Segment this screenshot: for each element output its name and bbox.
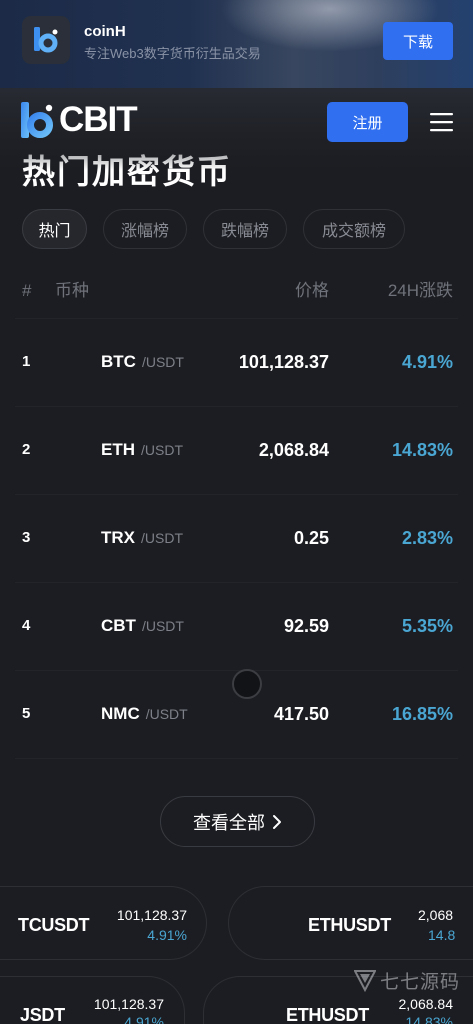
row-change: 4.91%	[401, 352, 453, 372]
cbit-logo-icon	[21, 102, 53, 138]
row-rank: 5	[22, 705, 31, 722]
hamburger-menu-icon[interactable]	[430, 112, 453, 132]
chevron-right-icon	[273, 814, 281, 829]
ticker-change: 14.8	[428, 927, 456, 943]
download-button[interactable]: 下载	[383, 22, 453, 60]
ticker-price: 101,128.37	[93, 996, 164, 1012]
table-row[interactable]: 3 TRX/USDT 0.25 2.83%	[0, 494, 473, 582]
ticker-pair: ETHUSDT	[286, 1005, 369, 1024]
row-change: 5.35%	[401, 616, 453, 636]
app-tagline: 专注Web3数字货币衍生品交易	[84, 46, 261, 61]
register-button[interactable]: 注册	[327, 102, 408, 142]
column-price: 价格	[295, 281, 329, 300]
row-price: 101,128.37	[238, 352, 329, 372]
ticker-card[interactable]: JSDT 101,128.37 4.91%	[0, 976, 185, 1024]
row-coin: BTC/USDT	[101, 351, 184, 374]
column-coin: 币种	[55, 281, 89, 300]
logo-text: CBIT	[59, 100, 138, 139]
row-rank: 2	[22, 441, 31, 458]
row-rank: 3	[22, 529, 31, 546]
app-download-banner: coinH 专注Web3数字货币衍生品交易 下载	[0, 0, 473, 88]
ticker-change: 4.91%	[147, 927, 187, 943]
row-coin: NMC/USDT	[101, 703, 188, 726]
row-coin: TRX/USDT	[101, 527, 183, 550]
ticker-price: 2,068.84	[398, 996, 454, 1012]
view-all-button[interactable]: 查看全部	[160, 796, 315, 847]
tab-hot[interactable]: 热门	[22, 209, 87, 249]
ticker-card[interactable]: ETHUSDT 2,068 14.8	[228, 886, 473, 960]
tab-volume[interactable]: 成交额榜	[303, 209, 405, 249]
watermark-text: 七七源码	[380, 971, 461, 993]
ticker-price: 101,128.37	[116, 907, 187, 923]
coin-symbol: BTC	[101, 352, 136, 371]
ticker-change: 14.83%	[405, 1014, 453, 1024]
row-price: 417.50	[273, 704, 329, 724]
ticker-price: 2,068	[418, 907, 454, 923]
ticker-card[interactable]: ETHUSDT 2,068.84 14.83%	[203, 976, 473, 1024]
table-row[interactable]: 1 BTC/USDT 101,128.37 4.91%	[0, 318, 473, 406]
row-price: 92.59	[283, 616, 329, 636]
row-coin: CBT/USDT	[101, 615, 184, 638]
ticker-pair: ETHUSDT	[308, 915, 391, 935]
quote-currency: /USDT	[141, 442, 183, 458]
table-header: # 币种 价格 24H涨跌	[0, 272, 473, 310]
app-name: coinH	[84, 23, 126, 40]
row-change: 2.83%	[401, 528, 453, 548]
row-change: 14.83%	[391, 440, 453, 460]
table-row[interactable]: 2 ETH/USDT 2,068.84 14.83%	[0, 406, 473, 494]
cbit-logo[interactable]: CBIT	[20, 100, 138, 140]
table-row[interactable]: 4 CBT/USDT 92.59 5.35%	[0, 582, 473, 670]
coin-symbol: NMC	[101, 704, 140, 723]
ticker-pair: TCUSDT	[18, 915, 90, 935]
site-header: CBIT 注册	[0, 88, 473, 154]
ticker-change: 4.91%	[124, 1014, 164, 1024]
quote-currency: /USDT	[141, 530, 183, 546]
coin-symbol: ETH	[101, 440, 135, 459]
tab-losers[interactable]: 跌幅榜	[203, 209, 287, 249]
watermark-logo-icon	[354, 970, 376, 992]
quote-currency: /USDT	[141, 354, 184, 370]
row-price: 2,068.84	[258, 440, 329, 460]
table-divider	[15, 758, 458, 759]
quote-currency: /USDT	[141, 618, 184, 634]
column-change[interactable]: 24H涨跌	[387, 281, 453, 300]
loading-spinner-icon	[232, 669, 262, 699]
row-rank: 4	[22, 617, 31, 634]
coinh-logo-icon	[22, 16, 70, 64]
tab-gainers[interactable]: 涨幅榜	[103, 209, 187, 249]
row-price: 0.25	[293, 528, 329, 548]
row-change: 16.85%	[391, 704, 453, 724]
ticker-pair: JSDT	[20, 1005, 65, 1024]
table-row[interactable]: 5 NMC/USDT 417.50 16.85%	[0, 670, 473, 758]
row-rank: 1	[22, 353, 31, 370]
watermark: 七七源码	[354, 966, 460, 994]
coin-symbol: CBT	[101, 616, 136, 635]
column-rank: #	[22, 281, 32, 300]
ticker-card[interactable]: TCUSDT 101,128.37 4.91%	[0, 886, 207, 960]
view-all-label: 查看全部	[193, 812, 265, 833]
quote-currency: /USDT	[145, 706, 188, 722]
coin-symbol: TRX	[101, 528, 135, 547]
row-coin: ETH/USDT	[101, 439, 183, 462]
